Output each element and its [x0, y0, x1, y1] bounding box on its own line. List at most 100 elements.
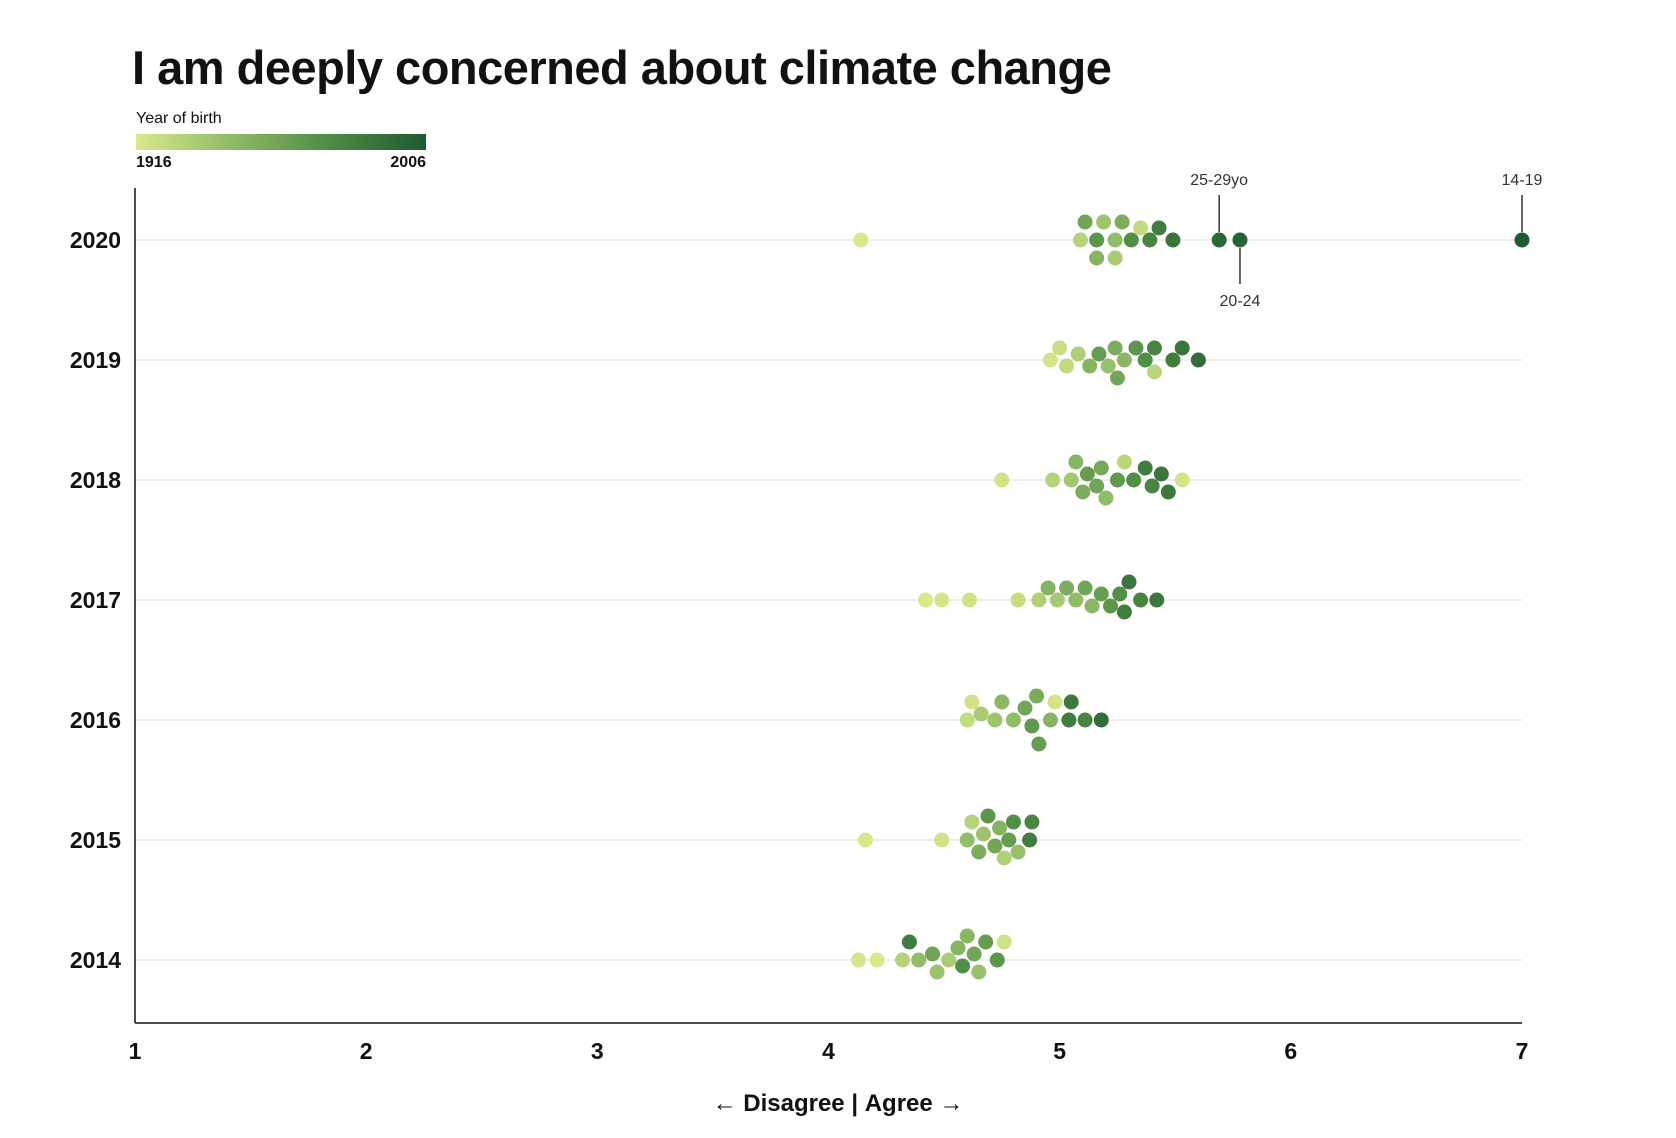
data-point-2018-14 — [1153, 466, 1169, 482]
legend-gradient-bar — [136, 134, 426, 150]
data-point-2014-11 — [966, 946, 982, 962]
data-point-2014-6 — [929, 964, 945, 980]
data-point-2019-8 — [1109, 370, 1125, 386]
data-point-2014-14 — [989, 952, 1005, 968]
data-point-2015-0 — [857, 832, 873, 848]
data-point-2015-7 — [987, 838, 1003, 854]
color-legend: Year of birth 1916 2006 — [136, 110, 426, 174]
data-point-2016-5 — [1005, 712, 1021, 728]
data-point-2016-8 — [1029, 688, 1045, 704]
data-point-2015-1 — [934, 832, 950, 848]
data-point-2020-11 — [1142, 232, 1158, 248]
data-point-2016-10 — [1042, 712, 1058, 728]
x-tick-label-6: 6 — [1284, 1038, 1297, 1064]
data-point-2017-3 — [1010, 592, 1026, 608]
data-point-2020-9 — [1123, 232, 1139, 248]
data-point-2015-12 — [1010, 844, 1026, 860]
y-tick-label-2017: 2017 — [70, 587, 121, 613]
y-tick-label-2020: 2020 — [70, 227, 121, 253]
data-point-2018-8 — [1098, 490, 1114, 506]
x-tick-label-4: 4 — [822, 1038, 835, 1064]
data-point-2017-1 — [934, 592, 950, 608]
data-point-2017-7 — [1059, 580, 1075, 596]
data-point-2019-2 — [1059, 358, 1075, 374]
data-point-2014-3 — [901, 934, 917, 950]
data-point-2019-3 — [1070, 346, 1086, 362]
data-point-2016-1 — [964, 694, 980, 710]
data-point-2020-0 — [853, 232, 869, 248]
data-point-2018-12 — [1137, 460, 1153, 476]
data-point-2020-4 — [1089, 250, 1105, 266]
data-point-2020-8 — [1114, 214, 1130, 230]
data-point-2014-10 — [959, 928, 975, 944]
data-point-2014-12 — [971, 964, 987, 980]
data-point-2018-5 — [1079, 466, 1095, 482]
data-point-2020-12 — [1151, 220, 1167, 236]
data-point-2014-2 — [894, 952, 910, 968]
data-point-2017-17 — [1149, 592, 1165, 608]
data-point-2017-16 — [1133, 592, 1149, 608]
data-point-2020-7 — [1107, 250, 1123, 266]
data-point-2019-6 — [1100, 358, 1116, 374]
data-point-2014-1 — [869, 952, 885, 968]
left-arrow-icon: ← — [712, 1090, 737, 1117]
data-point-2017-4 — [1031, 592, 1047, 608]
data-point-2017-5 — [1040, 580, 1056, 596]
legend-min-label: 1916 — [136, 154, 172, 171]
data-point-2016-6 — [1017, 700, 1033, 716]
data-point-2020-10 — [1133, 220, 1149, 236]
data-point-2019-14 — [1165, 352, 1181, 368]
data-point-2015-8 — [992, 820, 1008, 836]
data-point-2017-0 — [918, 592, 934, 608]
data-point-2018-10 — [1116, 454, 1132, 470]
data-point-2019-1 — [1052, 340, 1068, 356]
data-point-2014-13 — [978, 934, 994, 950]
data-point-2018-1 — [1045, 472, 1061, 488]
legend-title: Year of birth — [136, 110, 222, 127]
data-point-2017-9 — [1077, 580, 1093, 596]
data-point-2020-13 — [1165, 232, 1181, 248]
data-point-2019-0 — [1042, 352, 1058, 368]
data-point-2014-0 — [851, 952, 867, 968]
data-point-2015-11 — [1005, 814, 1021, 830]
data-point-2018-3 — [1068, 454, 1084, 470]
data-point-2015-13 — [1022, 832, 1038, 848]
annotation-label-2: 14-19 — [1502, 172, 1543, 189]
data-point-2020-3 — [1089, 232, 1105, 248]
data-point-2017-10 — [1084, 598, 1100, 614]
data-point-2014-9 — [955, 958, 971, 974]
data-point-2017-12 — [1103, 598, 1119, 614]
disagree-label: Disagree — [743, 1090, 845, 1117]
x-tick-label-1: 1 — [129, 1038, 142, 1064]
y-tick-label-2019: 2019 — [70, 347, 121, 373]
data-point-2015-6 — [980, 808, 996, 824]
data-point-2016-2 — [973, 706, 989, 722]
data-point-2016-13 — [1063, 694, 1079, 710]
x-tick-label-5: 5 — [1053, 1038, 1066, 1064]
y-tick-label-2018: 2018 — [70, 467, 121, 493]
data-point-2020-15 — [1232, 232, 1248, 248]
data-point-2019-7 — [1107, 340, 1123, 356]
data-point-2020-6 — [1107, 232, 1123, 248]
data-point-2018-9 — [1109, 472, 1125, 488]
data-point-2015-5 — [975, 826, 991, 842]
legend-labels: 1916 2006 — [136, 154, 426, 174]
data-point-2017-2 — [962, 592, 978, 608]
data-point-2017-15 — [1121, 574, 1137, 590]
chart-title: I am deeply concerned about climate chan… — [132, 41, 1112, 94]
data-point-2018-16 — [1174, 472, 1190, 488]
data-point-2014-8 — [950, 940, 966, 956]
y-tick-label-2015: 2015 — [70, 827, 121, 853]
data-point-2019-15 — [1174, 340, 1190, 356]
data-point-2015-3 — [964, 814, 980, 830]
y-tick-label-2016: 2016 — [70, 707, 121, 733]
annotation-label-1: 20-24 — [1220, 293, 1261, 310]
data-point-2017-13 — [1112, 586, 1128, 602]
data-point-2016-11 — [1047, 694, 1063, 710]
x-tick-label-7: 7 — [1516, 1038, 1529, 1064]
data-point-2020-16 — [1514, 232, 1530, 248]
legend-max-label: 2006 — [390, 154, 426, 171]
data-point-2020-14 — [1211, 232, 1227, 248]
data-point-2019-12 — [1146, 340, 1162, 356]
data-point-2016-9 — [1031, 736, 1047, 752]
